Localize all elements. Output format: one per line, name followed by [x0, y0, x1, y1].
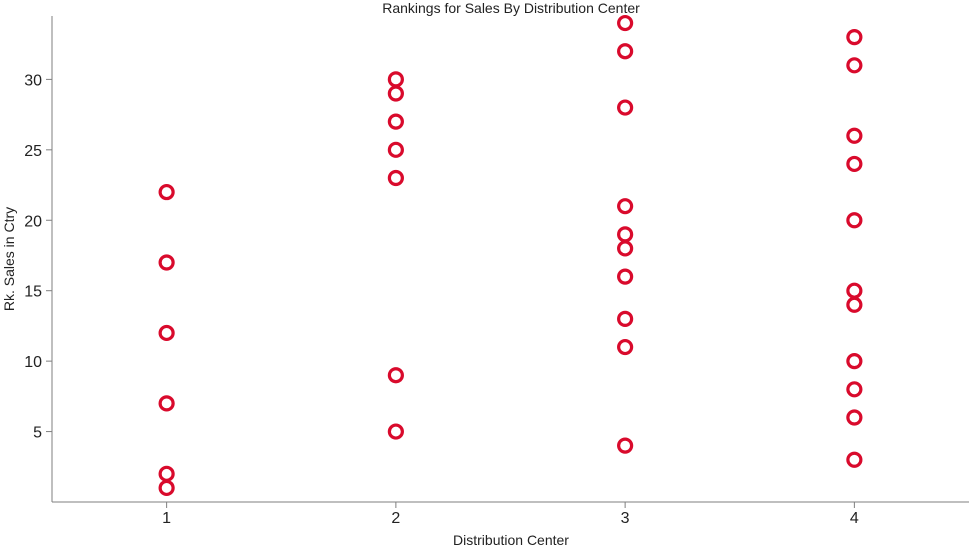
data-point [617, 43, 634, 60]
data-point [158, 465, 175, 482]
data-point [617, 338, 634, 356]
y-tick-label: 10 [24, 354, 42, 371]
data-point [846, 212, 863, 229]
data-points [158, 14, 863, 497]
chart-title: Rankings for Sales By Distribution Cente… [382, 0, 640, 16]
data-point [846, 296, 863, 313]
data-point [387, 141, 404, 158]
data-point [846, 451, 863, 468]
data-point [846, 127, 863, 144]
data-point [617, 99, 634, 116]
data-point [846, 57, 863, 74]
data-point [387, 169, 404, 187]
data-point [158, 183, 175, 201]
data-point [617, 226, 634, 243]
x-tick-label: 1 [162, 510, 171, 527]
x-tick-label: 2 [391, 510, 400, 527]
data-point [617, 310, 634, 327]
y-tick-label: 20 [24, 213, 42, 230]
data-point [387, 71, 404, 88]
y-tick-label: 5 [33, 425, 42, 442]
data-point [387, 367, 404, 384]
data-point [846, 155, 863, 173]
data-point [846, 409, 863, 426]
data-point [617, 240, 634, 257]
data-point [158, 324, 175, 342]
y-tick-label: 25 [24, 143, 42, 160]
data-point [846, 29, 863, 46]
y-axis: 5 10 15 20 25 30 [24, 72, 52, 442]
data-point [846, 282, 863, 299]
data-point [846, 353, 863, 370]
data-point [158, 254, 175, 271]
y-axis-label: Rk. Sales in Ctry [1, 207, 17, 311]
data-point [617, 268, 634, 285]
data-point [387, 113, 404, 130]
y-tick-label: 15 [24, 284, 42, 301]
x-axis-label: Distribution Center [453, 532, 569, 548]
data-point [617, 198, 634, 215]
data-point [387, 85, 404, 102]
data-point [846, 381, 863, 398]
data-point [617, 14, 634, 32]
x-tick-label: 4 [850, 510, 859, 527]
data-point [158, 395, 175, 412]
data-point [617, 437, 634, 454]
x-tick-label: 3 [621, 510, 630, 527]
data-point [387, 423, 404, 440]
data-point [158, 479, 175, 497]
x-axis: 1 2 3 4 [162, 502, 859, 527]
y-tick-label: 30 [24, 72, 42, 89]
